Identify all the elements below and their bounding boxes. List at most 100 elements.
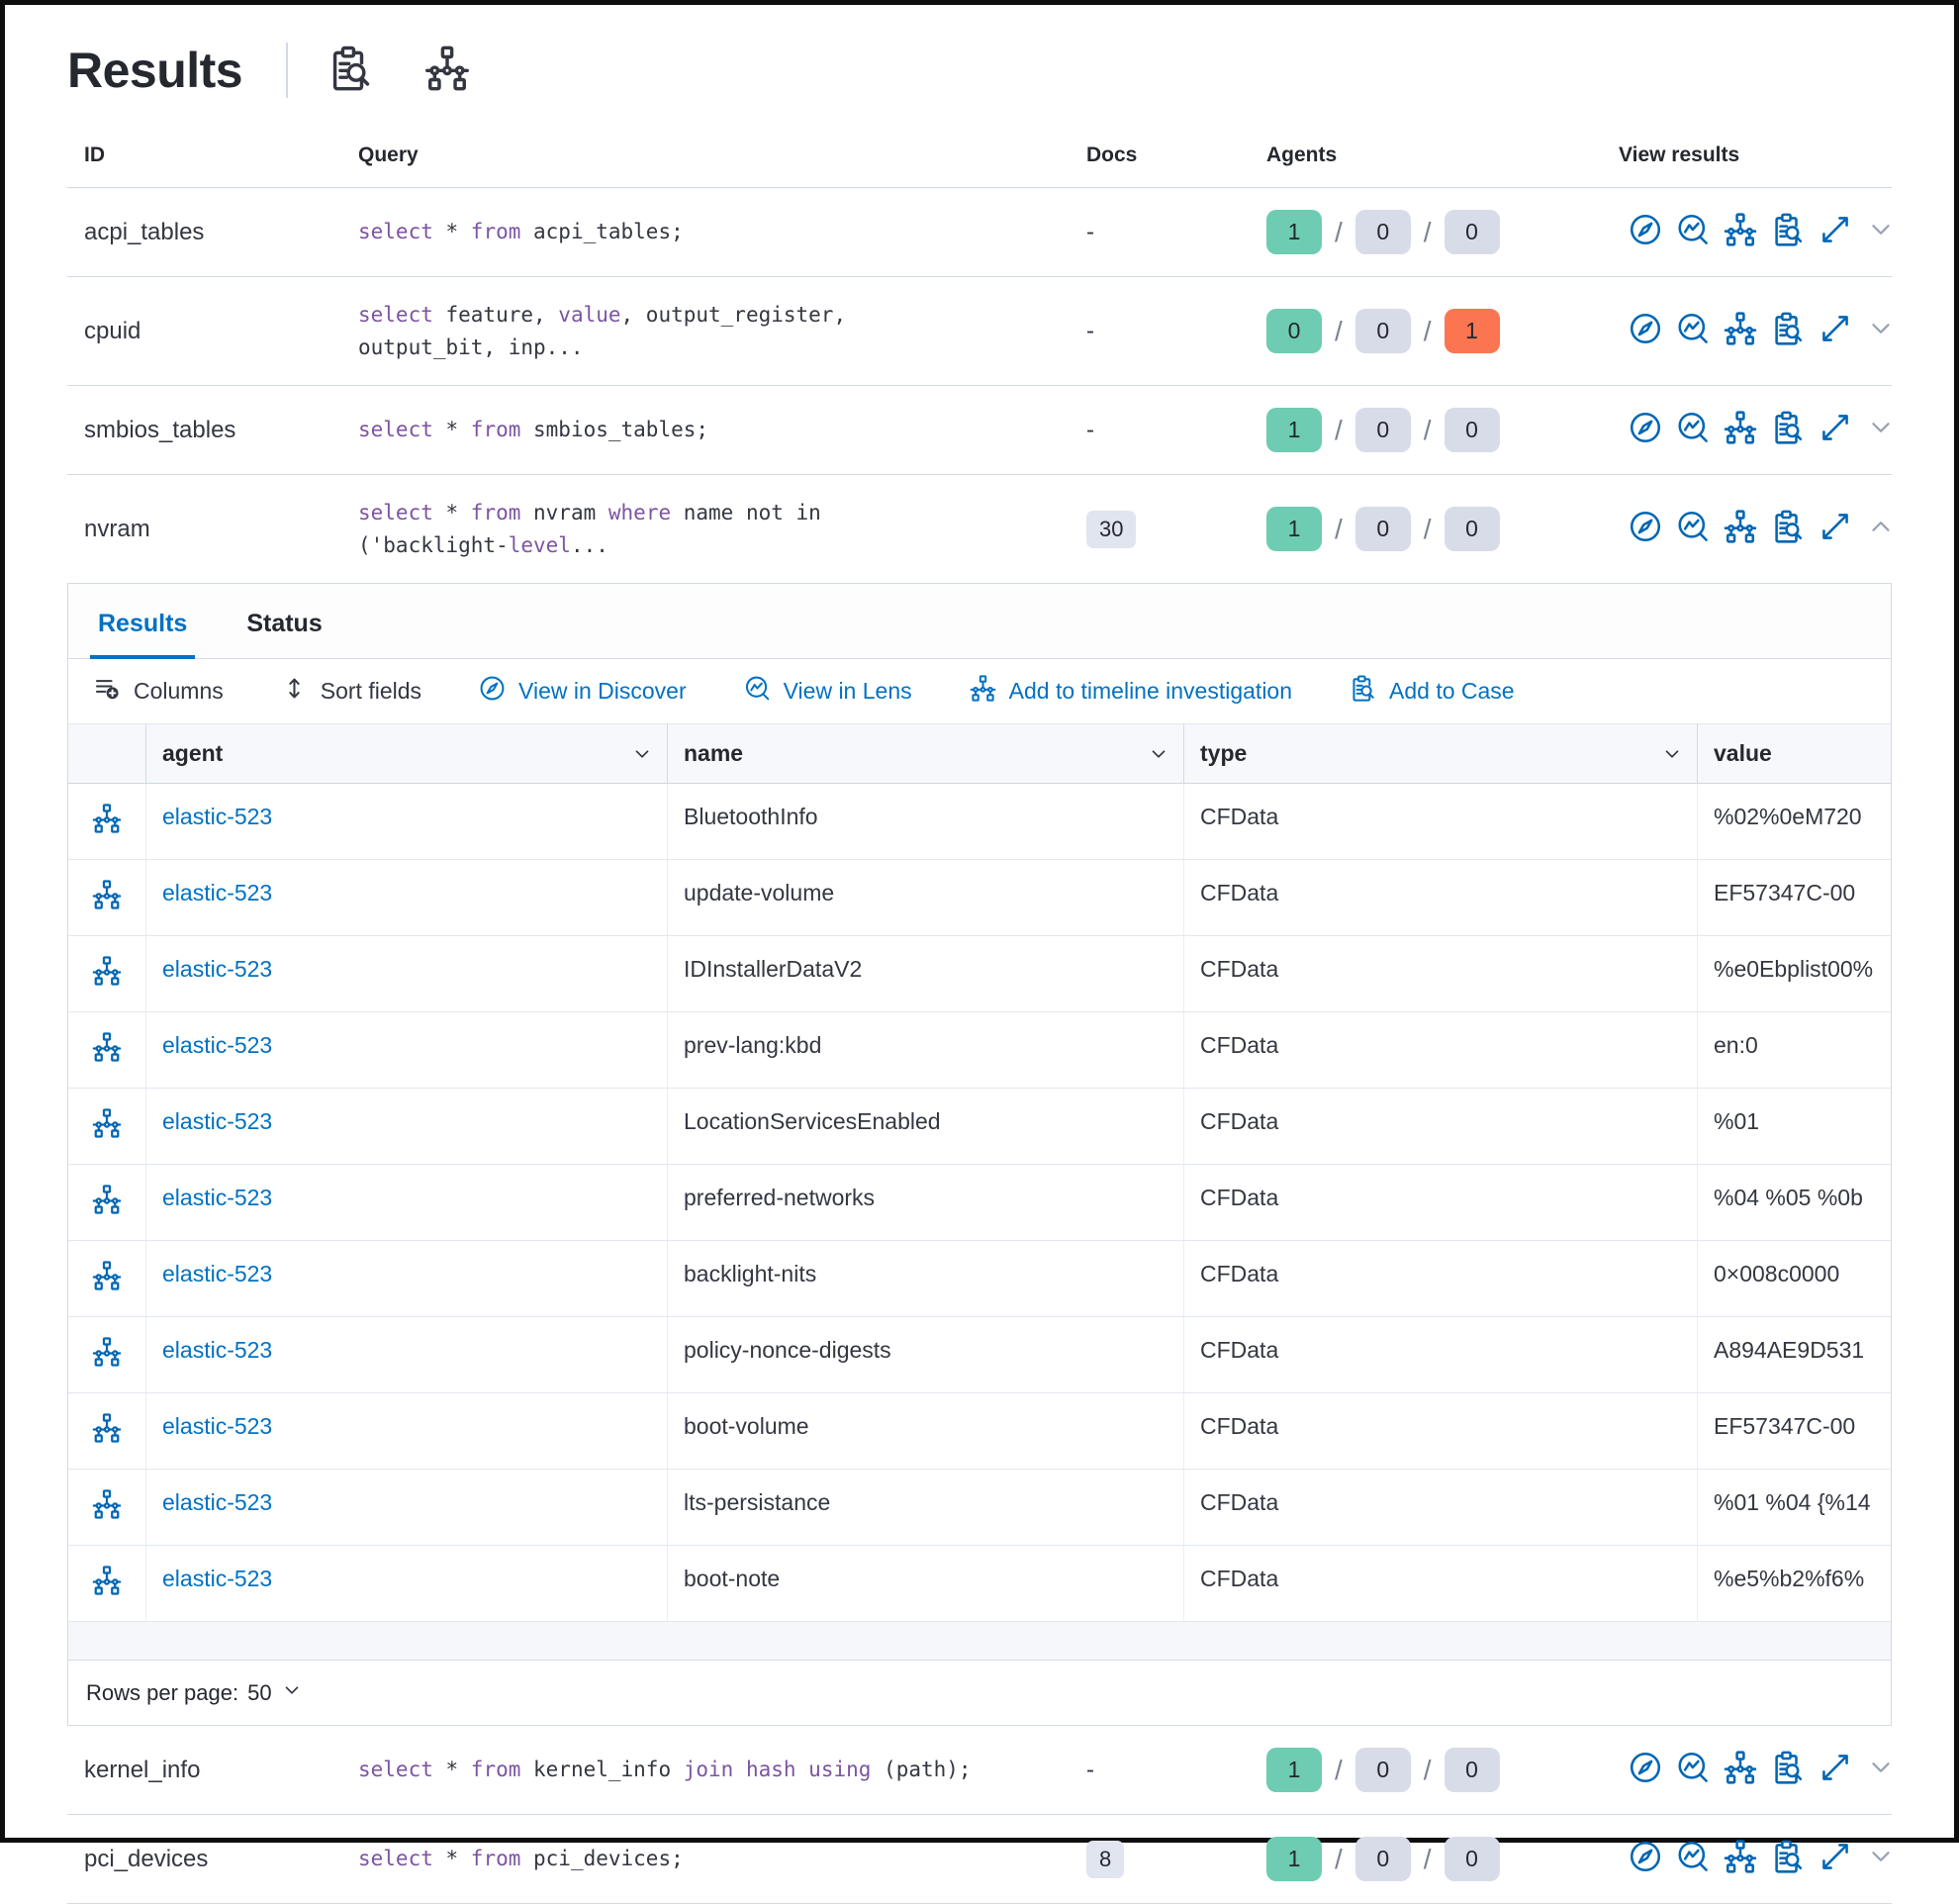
grid-column-header[interactable]: type [1183,724,1697,784]
chevron-down-icon[interactable] [631,743,653,765]
agents-separator: / [1335,315,1343,346]
agent-cell: elastic-523 [145,1317,667,1393]
sort-fields-button[interactable]: Sort fields [281,675,421,708]
toggle-row-chevron[interactable] [1866,413,1896,447]
page-title: Results [67,43,243,98]
agents-separator: / [1335,414,1343,445]
add-to-case-button[interactable] [1771,1751,1805,1789]
agent-link[interactable]: elastic-523 [162,1413,273,1440]
tab[interactable]: Results [90,610,196,660]
timeline-icon [92,1108,122,1144]
expand-results-button[interactable] [1819,411,1852,449]
timeline-icon [92,1261,122,1296]
toggle-row-chevron[interactable] [1866,314,1896,348]
clipboard-search-icon [327,46,373,96]
add-to-timeline-button[interactable] [1724,510,1757,548]
expand-results-button[interactable] [1819,312,1852,350]
add-to-timeline-button[interactable] [1724,1840,1757,1878]
toggle-row-chevron[interactable] [1866,512,1896,546]
view-in-discover-button[interactable] [1629,312,1662,350]
row-timeline-button[interactable] [68,1012,145,1088]
agent-link[interactable]: elastic-523 [162,1185,273,1211]
row-timeline-button[interactable] [68,860,145,935]
query-cell: select * from acpi_tables; [358,216,1086,248]
agent-link[interactable]: elastic-523 [162,1566,273,1592]
view-in-lens-button[interactable] [1676,1751,1710,1789]
results-tabs: Results Status [68,584,1891,660]
row-timeline-button[interactable] [68,936,145,1011]
add-to-case-button[interactable] [1771,1840,1805,1878]
rows-per-page-control[interactable]: Rows per page: 50 [68,1660,1891,1725]
view-in-discover-link[interactable]: View in Discover [479,675,687,708]
expand-results-button[interactable] [1819,1751,1852,1789]
view-in-discover-button[interactable] [1629,213,1662,251]
row-timeline-button[interactable] [68,1393,145,1469]
row-timeline-button[interactable] [68,1165,145,1240]
query-id: cpuid [84,317,141,344]
agent-link[interactable]: elastic-523 [162,1108,273,1135]
expand-results-button[interactable] [1819,1840,1852,1878]
add-to-timeline-button[interactable] [1724,1751,1757,1789]
expand-results-button[interactable] [1819,213,1852,251]
columns-button[interactable]: Columns [94,675,224,708]
add-to-case-button[interactable] [1771,312,1805,350]
chevron-down-icon[interactable] [1148,743,1169,765]
view-in-discover-button[interactable] [1629,1751,1662,1789]
lens-icon [1676,1751,1710,1789]
view-in-discover-button[interactable] [1629,1840,1662,1878]
type-cell: CFData [1183,1393,1697,1470]
tab[interactable]: Status [238,610,329,658]
timeline-icon [92,1185,122,1220]
add-to-case-link[interactable]: Add to Case [1350,675,1515,708]
expand-icon [1819,213,1852,251]
view-in-lens-button[interactable] [1676,510,1710,548]
grid-column-header[interactable]: name [667,724,1183,784]
name-cell: backlight-nits [667,1241,1183,1317]
view-in-lens-button[interactable] [1676,213,1710,251]
docs-cell: - [1086,1757,1266,1784]
chevron-down-icon[interactable] [1661,743,1683,765]
row-timeline-button[interactable] [68,1241,145,1316]
agents-separator: / [1423,216,1432,247]
toggle-row-chevron[interactable] [1866,215,1896,249]
agent-link[interactable]: elastic-523 [162,1032,273,1059]
agent-link[interactable]: elastic-523 [162,804,273,830]
toggle-row-chevron[interactable] [1866,1753,1896,1787]
row-timeline-button[interactable] [68,1089,145,1164]
pack-button[interactable] [424,46,470,96]
agent-link[interactable]: elastic-523 [162,1261,273,1287]
add-to-case-button[interactable] [1771,510,1805,548]
agent-link[interactable]: elastic-523 [162,880,273,906]
view-in-lens-button[interactable] [1676,411,1710,449]
view-in-discover-button[interactable] [1629,411,1662,449]
view-in-lens-button[interactable] [1676,1840,1710,1878]
name-cell: policy-nonce-digests [667,1317,1183,1393]
grid-column-header[interactable]: agent [145,724,667,784]
query-row: nvram select * from nvram where name not… [67,475,1892,583]
add-to-timeline-button[interactable] [1724,411,1757,449]
agent-link[interactable]: elastic-523 [162,956,273,983]
add-to-timeline-button[interactable] [1724,312,1757,350]
query-details-button[interactable] [327,46,373,96]
add-to-timeline-link[interactable]: Add to timeline investigation [970,675,1292,708]
expand-results-button[interactable] [1819,510,1852,548]
view-in-discover-button[interactable] [1629,510,1662,548]
view-in-lens-button[interactable] [1676,312,1710,350]
row-timeline-button[interactable] [68,1546,145,1621]
row-timeline-button[interactable] [68,784,145,859]
grid-column-header[interactable]: value [1697,724,1891,784]
toggle-row-chevron[interactable] [1866,1842,1896,1876]
view-in-lens-link[interactable]: View in Lens [744,675,912,708]
agent-link[interactable]: elastic-523 [162,1337,273,1364]
add-to-case-button[interactable] [1771,411,1805,449]
row-timeline-button[interactable] [68,1317,145,1392]
row-timeline-button[interactable] [68,1470,145,1545]
agents-separator: / [1335,216,1343,247]
add-to-case-button[interactable] [1771,213,1805,251]
add-to-timeline-button[interactable] [1724,213,1757,251]
chevron-down-icon [1866,512,1896,546]
queries-table-header: ID Query Docs Agents View results [67,122,1892,188]
agent-link[interactable]: elastic-523 [162,1489,273,1516]
rows-per-page-label: Rows per page: [86,1679,239,1705]
name-cell: boot-volume [667,1393,1183,1470]
